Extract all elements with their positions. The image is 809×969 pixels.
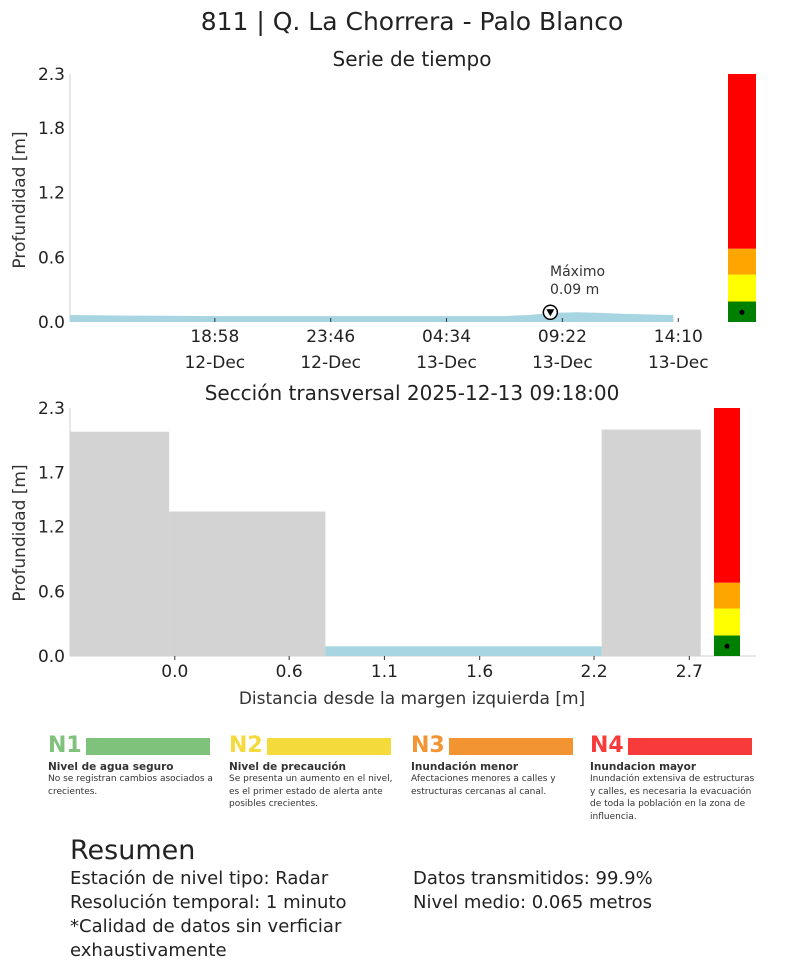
timeseries-title: Serie de tiempo bbox=[333, 47, 492, 71]
ts-xtick-time: 04:34 bbox=[422, 327, 471, 347]
summary-panel: Resumen Estación de nivel tipo: Radar Re… bbox=[70, 835, 770, 963]
ts-xtick-date: 13-Dec bbox=[416, 353, 477, 373]
legend-n2-title: Nivel de precaución bbox=[229, 761, 347, 773]
legend-n1-desc: No se registran cambios asociados a crec… bbox=[48, 774, 213, 797]
xs-bank-segment bbox=[601, 429, 701, 656]
legend-n4: N4 Inundacion mayor Inundación extensiva… bbox=[590, 733, 755, 823]
legend-n4-code: N4 bbox=[590, 733, 624, 758]
summary-right-column: Datos transmitidos: 99.9% Nivel medio: 0… bbox=[413, 867, 653, 963]
ts-xtick-date: 13-Dec bbox=[532, 353, 593, 373]
legend-n2-bar bbox=[266, 737, 391, 755]
page-title: 811 | Q. La Chorrera - Palo Blanco bbox=[201, 7, 624, 36]
legend-n2-desc: Se presenta un aumento en el nivel, es e… bbox=[229, 774, 393, 809]
crosssection-ylabel: Profundidad [m] bbox=[10, 464, 30, 601]
ts-xtick-time: 23:46 bbox=[306, 327, 355, 347]
ts-ytick-label: 0.0 bbox=[38, 313, 65, 333]
legend-n2: N2 Nivel de precaución Se presenta un au… bbox=[229, 733, 394, 811]
xs-xtick-label: 1.6 bbox=[466, 662, 493, 682]
summary-resolution: Resolución temporal: 1 minuto bbox=[70, 892, 347, 913]
xs-alert-band bbox=[714, 582, 740, 609]
xs-bank-segment bbox=[70, 431, 170, 656]
ts-xtick-date: 13-Dec bbox=[648, 353, 709, 373]
legend-n1-title: Nivel de agua seguro bbox=[48, 761, 174, 773]
crosssection-title: Sección transversal 2025-12-13 09:18:00 bbox=[205, 381, 620, 405]
ts-alert-band bbox=[728, 274, 756, 302]
legend-n2-code: N2 bbox=[229, 733, 263, 758]
alert-level-legend: N1 Nivel de agua seguro No se registran … bbox=[48, 733, 763, 833]
xs-ytick-label: 2.3 bbox=[38, 399, 65, 419]
xs-xtick-label: 2.7 bbox=[676, 662, 703, 682]
ts-ytick-label: 0.6 bbox=[38, 248, 65, 268]
legend-n1: N1 Nivel de agua seguro No se registran … bbox=[48, 733, 213, 798]
ts-xtick-time: 14:10 bbox=[654, 327, 703, 347]
ts-ytick-label: 1.2 bbox=[38, 184, 65, 204]
legend-n3-desc: Afectaciones menores a calles y estructu… bbox=[411, 774, 556, 797]
ts-xtick-time: 09:22 bbox=[538, 327, 587, 347]
legend-n1-code: N1 bbox=[48, 733, 82, 758]
ts-xtick-date: 12-Dec bbox=[184, 353, 245, 373]
xs-ytick-label: 1.2 bbox=[38, 518, 65, 538]
xs-xtick-label: 0.0 bbox=[161, 662, 188, 682]
summary-mean-level: Nivel medio: 0.065 metros bbox=[413, 892, 653, 913]
xs-ytick-label: 1.7 bbox=[38, 464, 65, 484]
legend-n3-bar bbox=[448, 737, 573, 755]
ts-xtick-date: 12-Dec bbox=[300, 353, 361, 373]
xs-water-area bbox=[325, 646, 602, 656]
ts-ytick-label: 1.8 bbox=[38, 119, 65, 139]
legend-n3: N3 Inundación menor Afectaciones menores… bbox=[411, 733, 576, 798]
legend-n1-bar bbox=[85, 737, 210, 755]
legend-n3-code: N3 bbox=[411, 733, 445, 758]
xs-bank-segment bbox=[169, 511, 326, 656]
xs-current-level-dot bbox=[724, 643, 730, 649]
max-marker-icon bbox=[546, 309, 555, 317]
summary-station-type: Estación de nivel tipo: Radar bbox=[70, 868, 329, 889]
summary-left-column: Estación de nivel tipo: Radar Resolución… bbox=[70, 867, 413, 963]
ts-ytick-label: 2.3 bbox=[38, 65, 65, 85]
legend-n3-title: Inundación menor bbox=[411, 761, 519, 773]
legend-n4-desc: Inundación extensiva de estructuras y ca… bbox=[590, 774, 755, 822]
xs-xtick-label: 0.6 bbox=[276, 662, 303, 682]
legend-n4-bar bbox=[627, 737, 752, 755]
xs-xtick-label: 2.2 bbox=[581, 662, 608, 682]
ts-current-level-dot bbox=[739, 309, 745, 315]
ts-xtick-time: 18:58 bbox=[190, 327, 239, 347]
xs-alert-band bbox=[714, 408, 740, 583]
ts-alert-band bbox=[728, 248, 756, 275]
summary-transmitted: Datos transmitidos: 99.9% bbox=[413, 868, 653, 889]
xs-ytick-label: 0.6 bbox=[38, 582, 65, 602]
xs-alert-band bbox=[714, 608, 740, 636]
crosssection-xlabel: Distancia desde la margen izquierda [m] bbox=[239, 689, 585, 709]
ts-depth-area bbox=[70, 312, 674, 322]
max-label: Máximo bbox=[550, 264, 605, 280]
timeseries-ylabel: Profundidad [m] bbox=[10, 131, 30, 268]
max-value: 0.09 m bbox=[550, 282, 599, 298]
summary-title: Resumen bbox=[70, 835, 196, 866]
xs-xtick-label: 1.1 bbox=[371, 662, 398, 682]
ts-alert-band bbox=[728, 74, 756, 249]
legend-n4-title: Inundacion mayor bbox=[590, 761, 697, 773]
summary-quality-note: *Calidad de datos sin verficiar exhausti… bbox=[70, 916, 342, 961]
xs-ytick-label: 0.0 bbox=[38, 647, 65, 667]
